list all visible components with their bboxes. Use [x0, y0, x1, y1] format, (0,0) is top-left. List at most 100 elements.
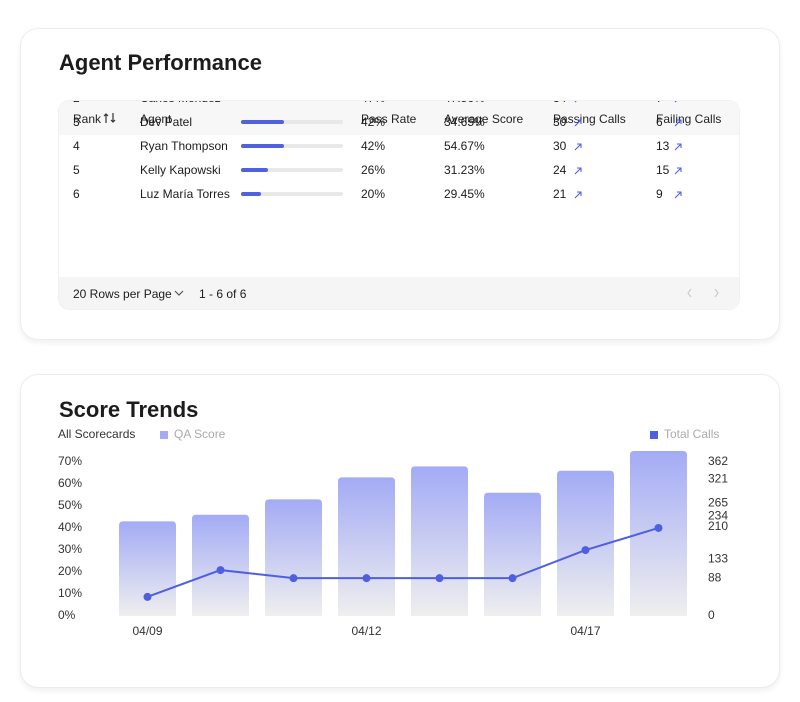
- line-point: [143, 592, 152, 601]
- link-icon[interactable]: [573, 190, 583, 200]
- chart-subtitle: All Scorecards: [58, 427, 135, 441]
- agent: Luz María Torres: [140, 187, 230, 201]
- column-header: Passing Calls: [553, 112, 626, 126]
- pass-rate: 42%: [361, 139, 386, 153]
- y2-tick-label: 133: [708, 552, 728, 566]
- pass-rate: 26%: [361, 163, 386, 177]
- bar: [265, 499, 322, 616]
- bar: [119, 521, 176, 616]
- legend-swatch: [650, 431, 658, 439]
- y-tick-label: 20%: [58, 564, 82, 578]
- legend-label: Total Calls: [664, 427, 719, 441]
- average-score: 31.23%: [444, 163, 485, 177]
- link-icon[interactable]: [673, 118, 683, 128]
- agent: Carlos Méndez: [140, 101, 221, 105]
- line-point: [435, 574, 444, 583]
- rows-dropdown[interactable]: [173, 287, 185, 299]
- failing-calls: 6: [656, 115, 663, 129]
- link-icon[interactable]: [573, 142, 583, 152]
- sort-icon[interactable]: [103, 112, 117, 124]
- bar: [192, 514, 249, 616]
- failing-calls: 9: [656, 187, 663, 201]
- pass-rate-track: [241, 192, 343, 196]
- y2-tick-label: 362: [708, 454, 728, 468]
- table: Rank Agent Pass Rate Average Score Passing C…: [59, 101, 739, 309]
- pass-rate-bar: [241, 144, 284, 148]
- pass-rate-bar: [241, 192, 262, 196]
- y-tick-label: 50%: [58, 498, 82, 512]
- link-icon[interactable]: [673, 190, 683, 200]
- line-point: [654, 523, 663, 532]
- average-score: 54.67%: [444, 139, 485, 153]
- column-header: Agent: [140, 112, 172, 126]
- pass-rate-track: [241, 168, 343, 172]
- passing-calls: 21: [553, 187, 567, 201]
- x-tick-label: 04/17: [570, 624, 600, 638]
- bar: [338, 477, 395, 616]
- column-header: Pass Rate: [361, 112, 417, 126]
- y-tick-label: 0%: [58, 608, 76, 622]
- y2-tick-label: 88: [708, 571, 722, 585]
- passing-calls: 24: [553, 163, 567, 177]
- failing-calls: 13: [656, 139, 670, 153]
- line-point: [581, 546, 590, 555]
- line-point: [508, 574, 517, 583]
- line-point: [216, 566, 225, 575]
- table-header: [59, 101, 739, 135]
- rank: 2: [73, 101, 80, 105]
- performance-card: Agent Performance Rank Agent Pass Rate Aver…: [20, 28, 780, 340]
- link-icon[interactable]: [573, 118, 583, 128]
- bar: [484, 492, 541, 616]
- y2-tick-label: 321: [708, 472, 728, 486]
- pass-rate-bar: [241, 168, 268, 172]
- table-title: Agent Performance: [59, 50, 262, 75]
- legend-swatch: [160, 431, 168, 439]
- link-icon[interactable]: [673, 166, 683, 176]
- x-tick-label: 04/09: [132, 624, 162, 638]
- pass-rate: 20%: [361, 187, 386, 201]
- rank: 5: [73, 163, 80, 177]
- y-tick-label: 70%: [58, 454, 82, 468]
- column-header: Rank: [73, 112, 102, 126]
- failing-calls: 7: [656, 101, 663, 105]
- agent: Kelly Kapowski: [140, 163, 221, 177]
- y-tick-label: 40%: [58, 520, 82, 534]
- line-point: [362, 574, 371, 583]
- rank: 6: [73, 187, 80, 201]
- chart-title: Score Trends: [59, 397, 199, 422]
- pagination[interactable]: [679, 283, 729, 303]
- bar: [411, 466, 468, 616]
- link-icon[interactable]: [573, 166, 583, 176]
- rank: 4: [73, 139, 80, 153]
- pass-rate: 47%: [361, 101, 385, 105]
- pass-rate: 42%: [361, 115, 386, 129]
- average-score: 47.56%: [444, 101, 485, 105]
- passing-calls: 34: [553, 101, 566, 105]
- rank: 3: [73, 115, 80, 129]
- y2-tick-label: 210: [708, 519, 728, 533]
- y-tick-label: 30%: [58, 542, 82, 556]
- y2-tick-label: 0: [708, 608, 715, 622]
- link-icon[interactable]: [673, 142, 683, 152]
- line-point: [289, 574, 298, 583]
- y-tick-label: 60%: [58, 476, 82, 490]
- y2-tick-label: 234: [708, 509, 728, 523]
- passing-calls: 30: [553, 139, 567, 153]
- pass-rate-bar: [241, 120, 284, 124]
- passing-calls: 30: [553, 115, 567, 129]
- agent: Dev Patel: [140, 115, 193, 129]
- table-footer: [59, 277, 739, 309]
- average-score: 34.65%: [444, 115, 485, 129]
- x-tick-label: 04/12: [351, 624, 381, 638]
- page-range: 1 - 6 of 6: [199, 287, 247, 301]
- line: [147, 527, 659, 598]
- column-header: Average Score: [444, 112, 524, 126]
- pass-rate-track: [241, 120, 343, 124]
- y2-tick-label: 265: [708, 495, 728, 509]
- column-header: Failing Calls: [656, 112, 722, 126]
- failing-calls: 15: [656, 163, 670, 177]
- rows-per-page[interactable]: 20 Rows per Page: [73, 287, 172, 301]
- y-tick-label: 10%: [58, 586, 82, 600]
